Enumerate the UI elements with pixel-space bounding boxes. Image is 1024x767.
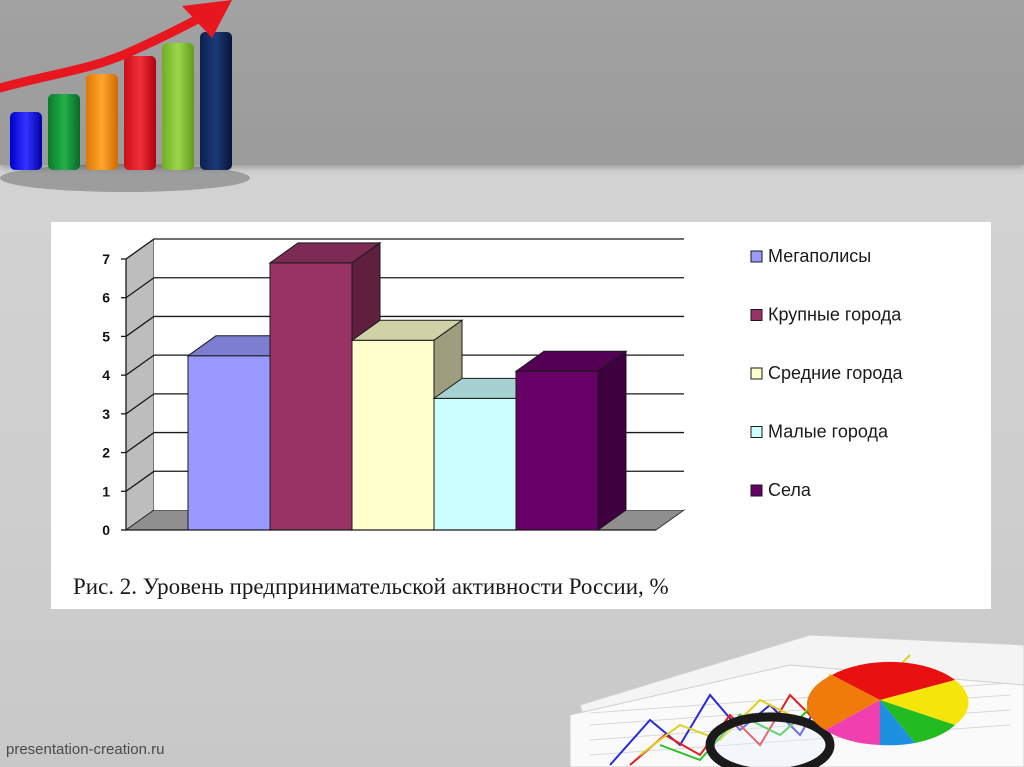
chart-gridline [125, 354, 684, 376]
legend-label: Крупные города [768, 305, 902, 325]
legend-swatch [750, 484, 763, 497]
chart-axes [121, 258, 656, 531]
legend-label: Села [768, 480, 812, 500]
bar-chart: 0 1 2 3 4 5 6 7 Мегаполисы Крупные города Средние… [102, 238, 903, 538]
legend-label: Средние города [768, 363, 903, 383]
y-tick-label: 1 [102, 483, 110, 499]
legend-swatch [750, 367, 763, 380]
legend-item-5: Села [750, 480, 812, 500]
legend-item-4: Малые города [750, 422, 889, 442]
y-tick-label: 0 [102, 522, 110, 538]
chart-bars [186, 241, 628, 531]
legend-swatch [750, 250, 763, 263]
chart-gridline [125, 277, 684, 299]
y-tick-label: 6 [102, 290, 110, 306]
legend-item-1: Мегаполисы [750, 246, 871, 266]
chart-gridline [125, 238, 684, 260]
bar-5 [514, 350, 628, 531]
y-tick-label: 7 [102, 251, 110, 267]
chart-gridline [125, 315, 684, 337]
legend-label: Мегаполисы [768, 246, 871, 266]
legend-item-2: Крупные города [750, 305, 902, 325]
legend-swatch [750, 309, 763, 321]
chart-side-wall [125, 238, 155, 531]
legend-item-3: Средние города [750, 363, 903, 383]
legend-label: Малые города [768, 422, 889, 442]
y-tick-label: 3 [102, 406, 110, 422]
y-tick-label: 5 [102, 328, 110, 344]
chart-caption: Рис. 2. Уровень предпринимательской акти… [73, 574, 669, 599]
bar-chart-growth-arrow-icon [0, 0, 250, 192]
legend-swatch [750, 426, 763, 438]
chart-panel: 0 1 2 3 4 5 6 7 Мегаполисы Крупные города Средние… [51, 222, 991, 609]
y-tick-label: 4 [102, 367, 110, 383]
y-tick-label: 2 [102, 445, 110, 461]
chart-legend: Мегаполисы Крупные города Средние города Ма… [750, 246, 903, 500]
site-footer[interactable]: presentation-creation.ru [6, 741, 165, 758]
charts-magnifier-pie-illustration [570, 634, 1024, 767]
chart-y-ticks: 0 1 2 3 4 5 6 7 [102, 251, 110, 538]
